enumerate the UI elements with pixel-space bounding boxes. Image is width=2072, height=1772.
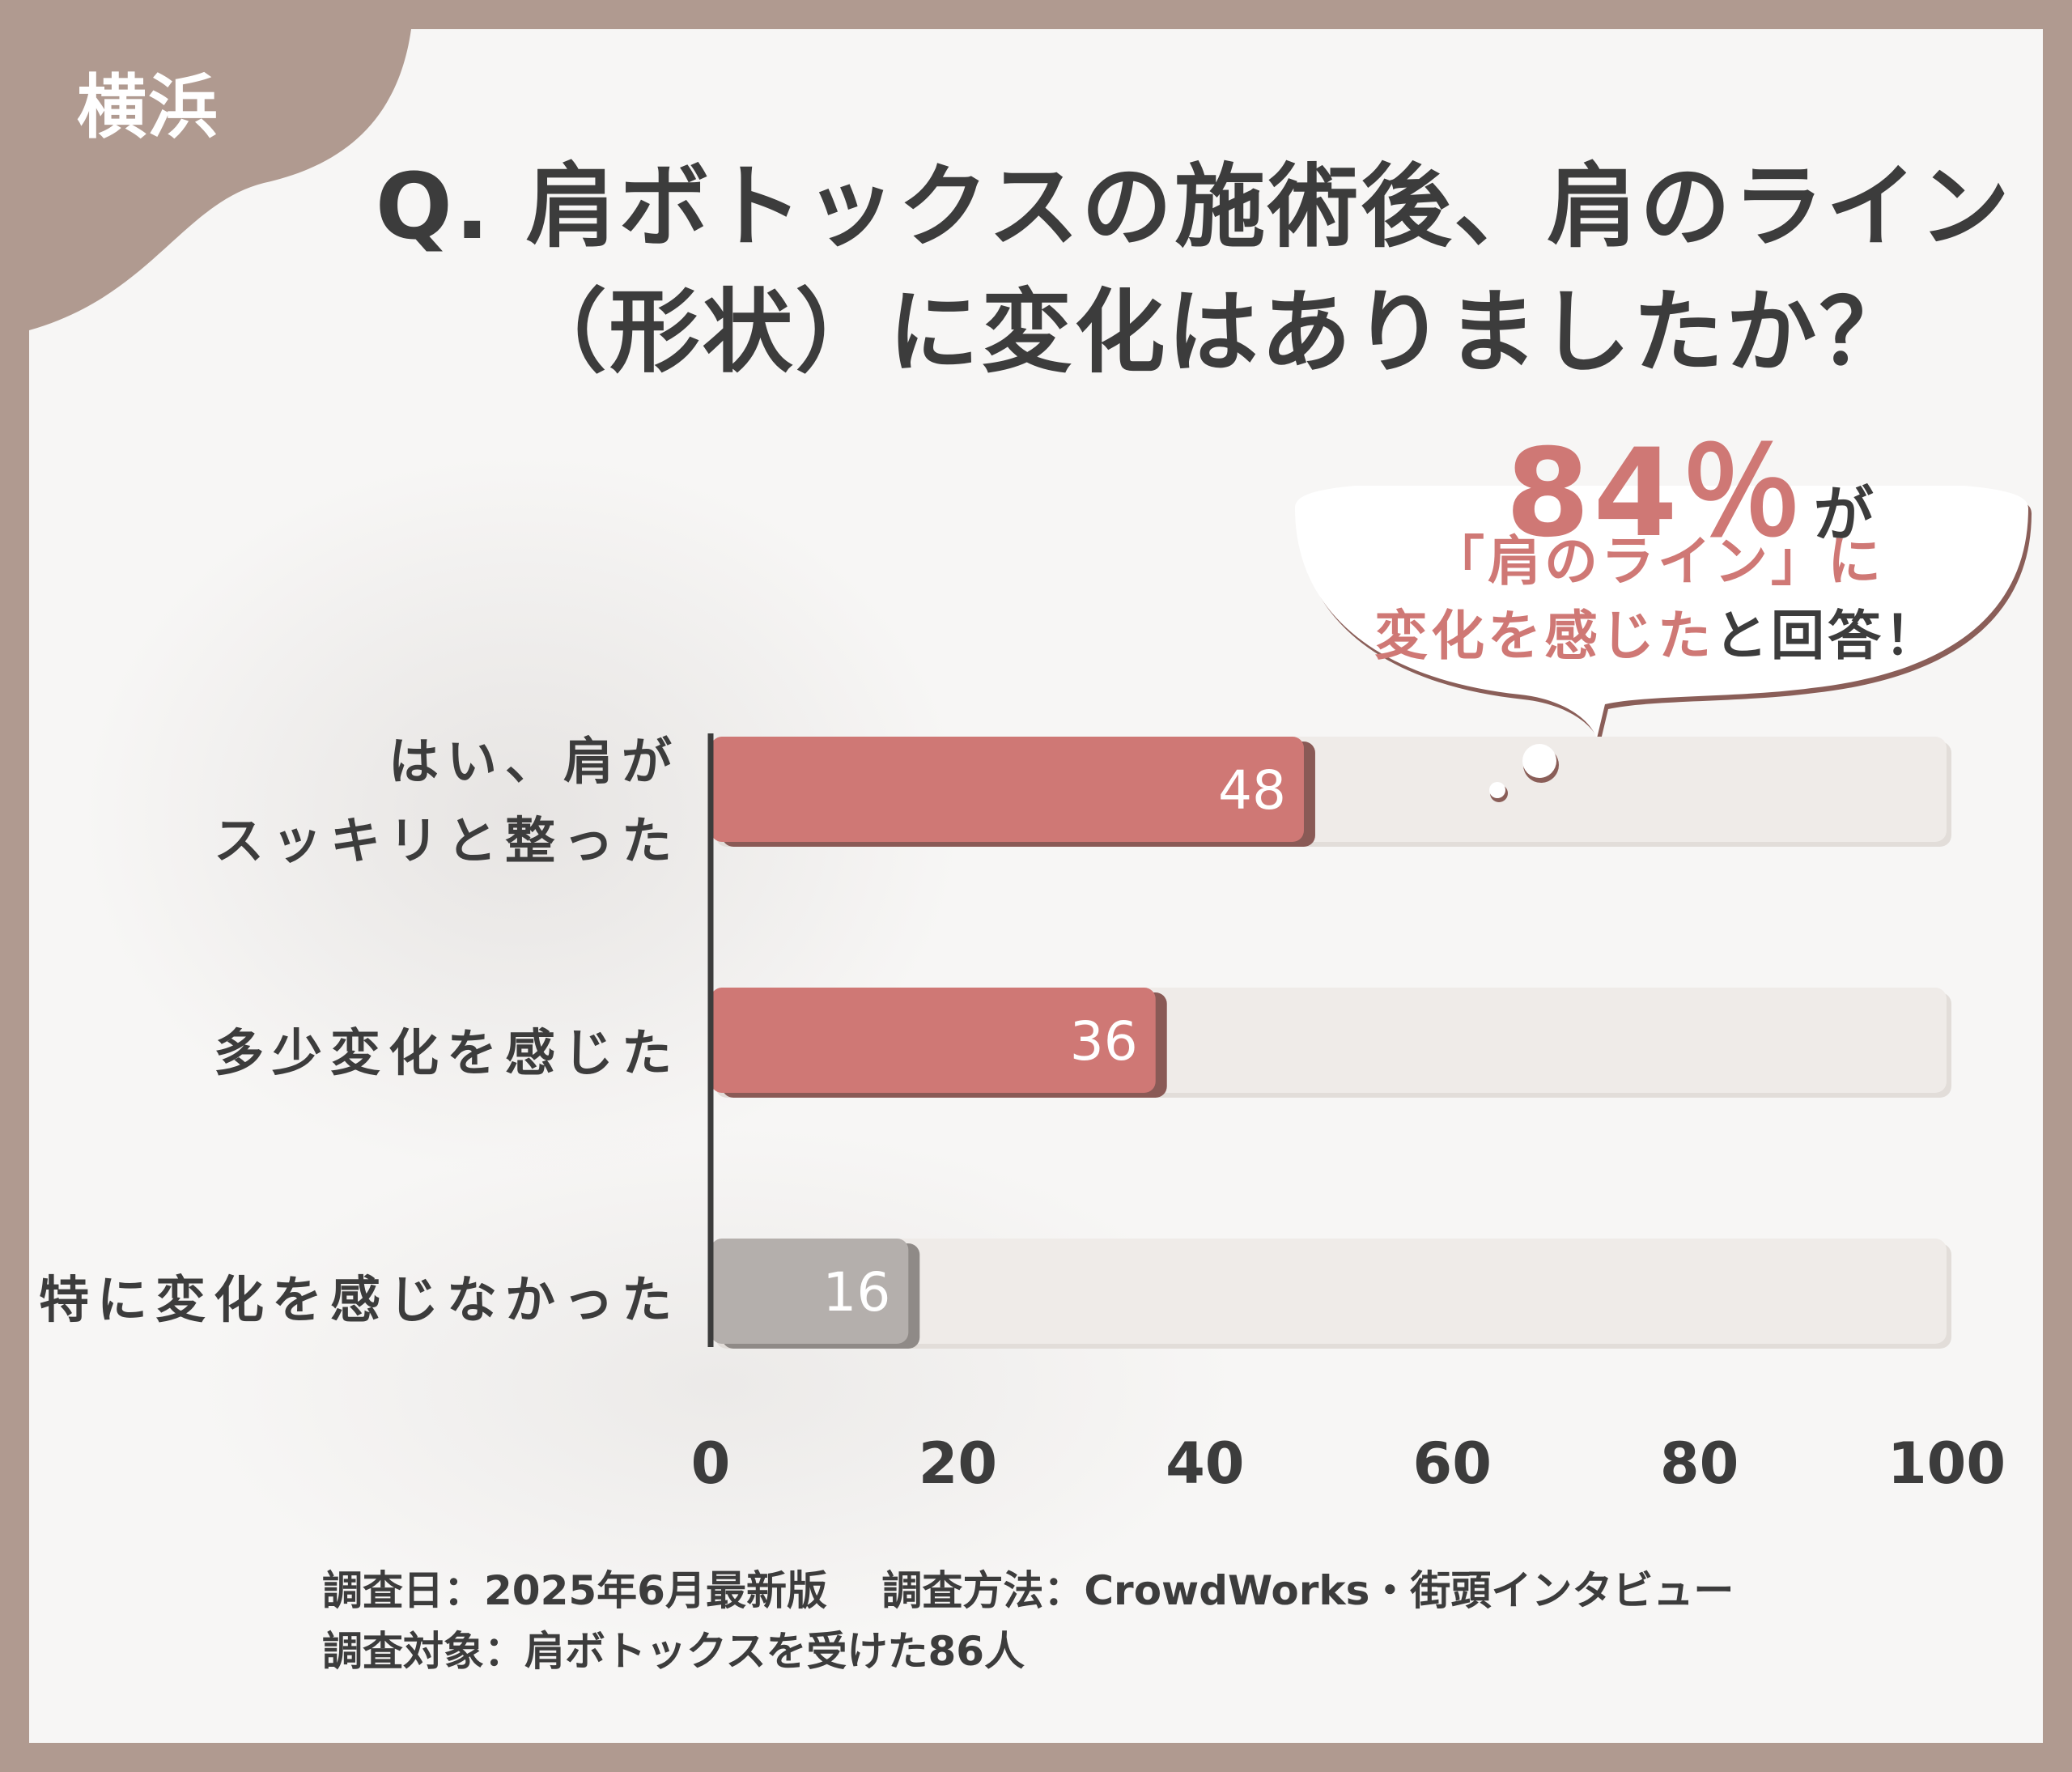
x-tick-label: 40 (1166, 1430, 1244, 1497)
callout-line1: 「肩のライン」に (1431, 530, 1884, 593)
bubble-dot (1522, 744, 1556, 778)
data-label: 16 (822, 1261, 890, 1324)
page-title-line2: （形状）に変化はありましたか？ (516, 280, 1913, 385)
callout-line2: 変化を感じたと回答！ (1374, 605, 1941, 667)
bar (711, 1239, 909, 1344)
data-label: 36 (1070, 1010, 1138, 1073)
bar (711, 988, 1156, 1093)
city-label: 横浜 (77, 67, 219, 148)
corner-tab (29, 29, 411, 330)
x-tick-label: 80 (1660, 1430, 1739, 1497)
highlight-percent: 84％が (1505, 423, 1874, 564)
bubble-dot (1489, 782, 1505, 798)
category-label: はい、肩が スッキリと整った (213, 732, 680, 870)
speech-bubble (1295, 486, 2032, 743)
x-tick-label: 100 (1887, 1430, 2006, 1497)
x-tick-label: 60 (1412, 1430, 1491, 1497)
background-shadow (191, 1122, 1243, 1648)
bar (711, 737, 1304, 842)
category-label: 特に変化を感じなかった (38, 1270, 680, 1329)
bar-track (711, 1239, 1947, 1344)
page-title: Q. 肩ボトックスの施術後、肩のライン (375, 155, 2013, 260)
x-tick-label: 0 (691, 1430, 731, 1497)
x-tick-label: 20 (919, 1430, 997, 1497)
survey-target: 調査対象：肩ボトックスを受けた86人 (322, 1628, 1025, 1675)
category-label: 多少変化を感じた (213, 1023, 680, 1082)
survey-info: 調査日：2025年6月最新版 調査方法：CrowdWorks・街頭インタビュー (322, 1567, 1734, 1614)
data-label: 48 (1218, 759, 1286, 822)
